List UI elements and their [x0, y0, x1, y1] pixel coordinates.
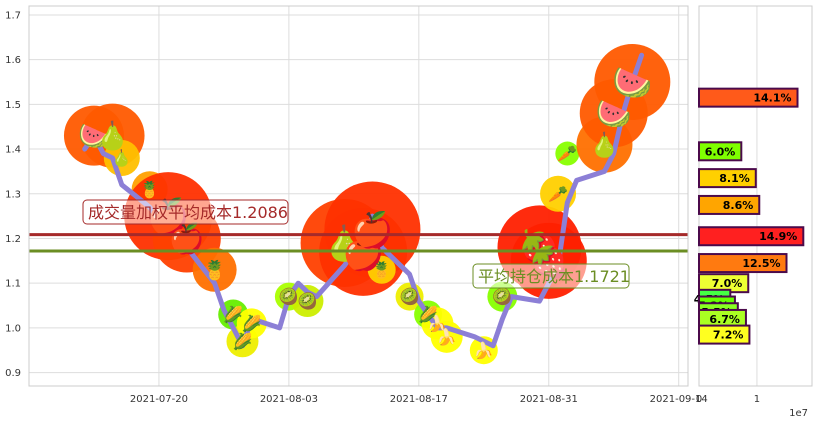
- fruit-marker-icon: 🍌: [474, 341, 494, 360]
- fruit-marker-icon: 🌽: [418, 305, 438, 324]
- annotation-frame: [82, 199, 289, 225]
- marker-halo: [324, 181, 421, 278]
- fruit-marker-icon: 🍎: [351, 209, 393, 250]
- x-tick-label: 2021-09-14: [650, 394, 708, 405]
- x-tick-label: 2021-07-20: [130, 394, 188, 405]
- fruit-marker-icon: 🥝: [279, 286, 299, 306]
- volume-bar-label: 8.6%: [723, 199, 754, 212]
- fruit-marker-icon: 🍉: [612, 63, 652, 101]
- fruit-marker-icon: 🍌: [437, 327, 457, 346]
- main-price-chart: 🍉🍐🍐🍍🍎🍎🍍🌽🌽🌽🥝🥝🍐🍎🍎🍍🥝🌽🍌🍌🍌🥝🍓🍓🥕🥕🍐🍉🍉成交量加权平均成本1.…: [5, 5, 708, 405]
- volume-bar-label: 12.5%: [742, 257, 780, 270]
- fruit-marker-icon: 🥕: [548, 184, 568, 203]
- x-tick-label: 2021-08-03: [260, 394, 318, 405]
- volume-bar-label: 6.0%: [705, 145, 736, 158]
- fruit-marker-icon: 🍌: [427, 314, 447, 333]
- volume-bar: [698, 226, 805, 247]
- marker-halo: [103, 140, 140, 176]
- volume-bar-label: 14.9%: [759, 230, 797, 243]
- marker-halo: [192, 247, 237, 292]
- average-cost-annotation: 平均持仓成本1.1721: [472, 263, 630, 289]
- y-tick-label: 1.1: [5, 279, 21, 290]
- annotation-frame: [472, 263, 630, 289]
- volume-bar-label: 8.1%: [719, 172, 750, 185]
- marker-halo: [367, 255, 396, 284]
- volume-bar-label: 14.1%: [753, 92, 791, 105]
- fruit-marker-icon: 🍐: [112, 149, 132, 168]
- volume-bar: [698, 87, 799, 108]
- volume-bar-label: 7.2%: [713, 329, 744, 342]
- x-tick-label: 2021-08-17: [390, 394, 448, 405]
- annotation-label: 平均持仓成本1.1721: [478, 267, 630, 286]
- fruit-marker-icon: 🥝: [297, 291, 317, 311]
- fruit-marker-icon: 🍉: [596, 96, 632, 130]
- side-x-tick-label: 1: [754, 394, 760, 405]
- side-axis-unit: 1e7: [789, 408, 808, 419]
- fruit-marker-icon: 🍐: [323, 224, 365, 264]
- volume-bar-label: 7.0%: [712, 277, 743, 290]
- y-tick-label: 1.0: [5, 323, 21, 334]
- weighted-cost-annotation: 成交量加权平均成本1.2086: [82, 199, 289, 225]
- fruit-marker-icon: 🍍: [372, 260, 392, 279]
- y-tick-label: 1.6: [5, 55, 21, 66]
- fruit-marker-icon: 🍍: [203, 259, 226, 281]
- y-tick-label: 1.5: [5, 100, 21, 111]
- fruit-marker-icon: 🍍: [140, 180, 160, 199]
- fruit-marker-icon: 🌽: [223, 305, 243, 324]
- main-plot-frame: [28, 5, 689, 387]
- volume-bar: [698, 141, 743, 162]
- fruit-marker-icon: 🌽: [242, 314, 262, 333]
- annotation-label: 成交量加权平均成本1.2086: [88, 203, 288, 222]
- marker-halo: [291, 285, 324, 318]
- x-tick-label: 2021-08-31: [520, 394, 578, 405]
- volume-distribution-chart: 14.1%6.0%8.1%8.6%14.9%12.5%7.0%4.5%5.2%5…: [694, 5, 813, 419]
- y-tick-label: 1.2: [5, 234, 21, 245]
- fruit-marker-icon: 🍐: [590, 131, 620, 159]
- fruit-marker-icon: 🍉: [78, 122, 110, 152]
- volume-bar: [698, 324, 751, 345]
- volume-bar: [698, 168, 757, 189]
- side-x-tick-label: 0: [696, 394, 702, 405]
- fruit-marker-icon: 🥕: [557, 144, 577, 163]
- fruit-marker-icon: 🍐: [96, 120, 130, 152]
- fruit-marker-icon: 🥝: [492, 286, 512, 306]
- fruit-marker-icon: 🥝: [400, 286, 420, 306]
- y-tick-label: 0.9: [5, 368, 21, 379]
- y-tick-label: 1.4: [5, 145, 21, 156]
- marker-halo: [555, 141, 580, 166]
- volume-bar: [698, 194, 761, 215]
- y-tick-label: 1.7: [5, 10, 21, 21]
- y-tick-label: 1.3: [5, 189, 21, 200]
- fruit-marker-icon: 🌽: [233, 332, 253, 351]
- volume-bar: [698, 253, 788, 274]
- volume-bar-label: 6.7%: [709, 313, 740, 326]
